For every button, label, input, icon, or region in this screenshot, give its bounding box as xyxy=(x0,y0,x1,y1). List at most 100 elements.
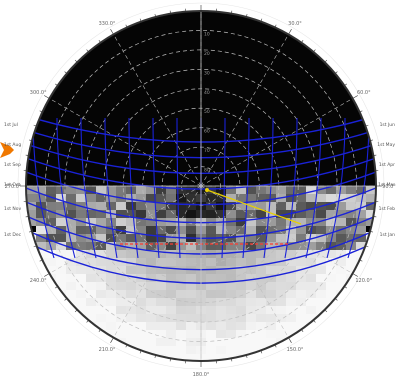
shade-cell xyxy=(276,266,286,274)
shade-cell xyxy=(116,186,126,194)
shade-cell xyxy=(206,258,216,266)
shade-cell xyxy=(166,346,176,354)
shade-cell xyxy=(276,314,286,322)
shade-cell xyxy=(146,322,156,330)
shade-cell xyxy=(76,266,86,274)
shade-cell xyxy=(216,306,226,314)
shade-cell xyxy=(236,282,246,290)
shade-cell xyxy=(336,218,346,226)
shade-cell xyxy=(226,306,236,314)
shade-cell xyxy=(276,202,286,210)
shade-cell xyxy=(266,322,276,330)
shade-cell xyxy=(296,258,306,266)
shade-cell xyxy=(156,282,166,290)
shade-cell xyxy=(236,298,246,306)
shade-cell xyxy=(316,290,326,298)
shade-cell xyxy=(116,210,126,218)
shade-cell xyxy=(296,218,306,226)
azimuth-label: 60.0° xyxy=(357,90,371,96)
shade-cell xyxy=(86,282,96,290)
rim-tick xyxy=(111,338,114,343)
month-label-right: 1st Feb xyxy=(379,206,396,212)
shade-cell xyxy=(76,290,86,298)
shade-cell xyxy=(306,274,316,282)
shade-cell xyxy=(206,274,216,282)
month-label-left: 1st Aug xyxy=(4,142,21,148)
azimuth-label: 120.0° xyxy=(355,278,372,284)
shade-cell xyxy=(76,210,86,218)
shade-cell xyxy=(246,210,256,218)
shade-cell xyxy=(266,282,276,290)
shade-cell xyxy=(176,298,186,306)
shade-cell xyxy=(246,282,256,290)
shade-cell xyxy=(176,330,186,338)
month-label-left: 1st Nov xyxy=(4,206,22,212)
shade-cell xyxy=(186,274,196,282)
shade-cell xyxy=(326,282,336,290)
shade-cell xyxy=(266,290,276,298)
shade-cell xyxy=(156,298,166,306)
shade-cell xyxy=(236,322,246,330)
shade-cell xyxy=(96,314,106,322)
shade-cell xyxy=(206,338,216,346)
shade-cell xyxy=(346,258,356,266)
shade-cell xyxy=(166,306,176,314)
shade-cell xyxy=(256,338,266,346)
shade-cell xyxy=(116,218,126,226)
shade-cell xyxy=(216,202,226,210)
shade-cell xyxy=(306,194,316,202)
shade-cell xyxy=(166,322,176,330)
shade-cell xyxy=(186,202,196,210)
shade-cell xyxy=(216,298,226,306)
shade-cell xyxy=(146,290,156,298)
shade-cell xyxy=(176,226,186,234)
shade-cell xyxy=(86,290,96,298)
shade-cell xyxy=(176,242,186,250)
shade-cell xyxy=(76,298,86,306)
shade-cell xyxy=(186,290,196,298)
shade-cell xyxy=(86,306,96,314)
shade-cell xyxy=(226,242,236,250)
shade-cell xyxy=(136,290,146,298)
shade-cell xyxy=(76,242,86,250)
shade-cell xyxy=(146,210,156,218)
shade-cell xyxy=(276,290,286,298)
shade-cell xyxy=(226,226,236,234)
shade-cell xyxy=(226,314,236,322)
shade-cell xyxy=(186,314,196,322)
shade-cell xyxy=(276,186,286,194)
shade-cell xyxy=(176,290,186,298)
shade-cell xyxy=(166,282,176,290)
shade-cell xyxy=(276,330,286,338)
shade-cell xyxy=(226,282,236,290)
shade-cell xyxy=(256,226,266,234)
shade-cell xyxy=(276,322,286,330)
shade-cell xyxy=(146,282,156,290)
shade-cell xyxy=(116,290,126,298)
shade-cell xyxy=(346,186,356,194)
shade-cell xyxy=(256,186,266,194)
month-label-left: 1st Oct xyxy=(4,182,20,188)
shade-cell xyxy=(216,242,226,250)
shade-cell xyxy=(356,226,366,234)
shade-cell xyxy=(116,322,126,330)
shade-cell xyxy=(166,194,176,202)
shade-cell xyxy=(96,306,106,314)
shade-cell xyxy=(216,330,226,338)
shade-cell xyxy=(166,298,176,306)
shade-cell xyxy=(236,346,246,354)
shade-cell xyxy=(206,314,216,322)
month-label-left: 1st Dec xyxy=(4,232,22,238)
shade-cell xyxy=(286,322,296,330)
shade-cell xyxy=(186,338,196,346)
shade-cell xyxy=(166,266,176,274)
shade-cell xyxy=(326,274,336,282)
shade-cell xyxy=(276,250,286,258)
shade-cell xyxy=(126,202,136,210)
shade-cell xyxy=(246,322,256,330)
shade-cell xyxy=(186,258,196,266)
shade-cell xyxy=(116,330,126,338)
shade-cell xyxy=(136,202,146,210)
shade-cell xyxy=(106,322,116,330)
